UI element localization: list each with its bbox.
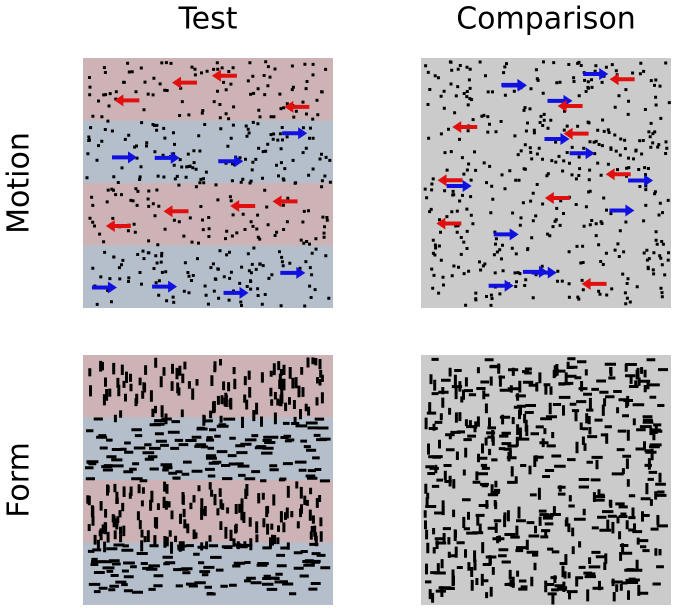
- motion-arrow: [218, 155, 244, 168]
- row-title: Form: [2, 442, 37, 518]
- motion-arrow: [437, 174, 463, 187]
- row-title: Motion: [2, 132, 37, 234]
- motion-arrow: [583, 68, 609, 81]
- motion-arrow: [436, 217, 462, 230]
- motion-arrow: [581, 277, 607, 290]
- motion-arrow: [112, 151, 138, 164]
- motion-arrow: [544, 192, 570, 205]
- motion-arrow: [154, 151, 180, 164]
- motion-arrow: [282, 127, 308, 140]
- motion-arrow: [531, 266, 557, 279]
- motion-arrow: [452, 120, 478, 133]
- motion-arrow: [91, 281, 117, 294]
- motion-arrow: [114, 94, 140, 107]
- motion-arrow: [172, 76, 198, 89]
- motion-arrow: [628, 174, 654, 187]
- column-title: Test: [177, 2, 237, 37]
- motion-arrow: [284, 100, 310, 113]
- stripe: [83, 245, 333, 308]
- motion-arrow: [563, 127, 589, 140]
- motion-arrow: [605, 168, 631, 181]
- stripe: [83, 120, 333, 183]
- column-title: Comparison: [456, 2, 636, 37]
- motion-arrow: [105, 219, 131, 232]
- motion-arrow: [609, 204, 635, 217]
- motion-arrow: [211, 69, 237, 82]
- panel-background: [421, 58, 671, 308]
- motion-arrow: [609, 73, 635, 86]
- motion-arrow: [493, 228, 519, 241]
- line-elements: [423, 357, 668, 605]
- motion-arrow: [223, 286, 249, 299]
- motion-arrow: [230, 200, 256, 213]
- motion-arrow: [152, 280, 178, 293]
- motion-arrow: [488, 279, 514, 292]
- motion-arrow: [446, 179, 472, 192]
- motion-arrow: [272, 195, 298, 208]
- motion-arrow: [544, 133, 570, 146]
- motion-arrow: [569, 147, 595, 160]
- line-elements: [85, 357, 331, 596]
- motion-arrow: [501, 79, 527, 92]
- motion-arrow: [557, 99, 583, 112]
- motion-arrow: [280, 266, 306, 279]
- motion-arrow: [163, 205, 189, 218]
